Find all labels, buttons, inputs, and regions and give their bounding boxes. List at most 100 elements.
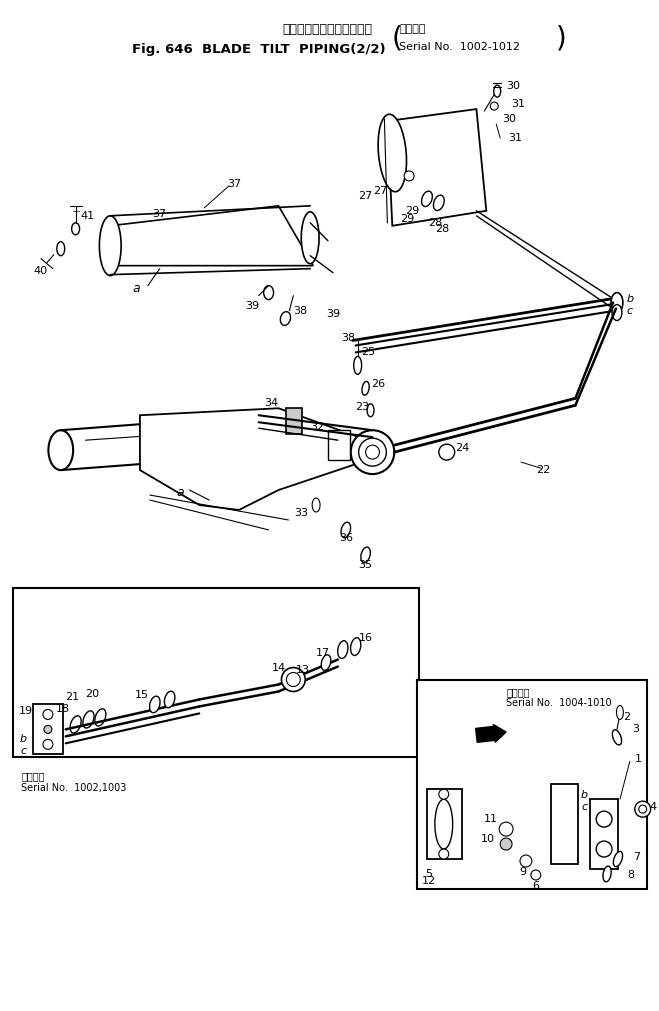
Circle shape	[43, 710, 53, 720]
Text: 13: 13	[297, 664, 310, 674]
Text: Serial No.  1002,1003: Serial No. 1002,1003	[21, 784, 127, 794]
Text: 28: 28	[435, 223, 449, 234]
Circle shape	[596, 811, 612, 827]
Polygon shape	[140, 408, 368, 510]
Circle shape	[43, 739, 53, 749]
Text: 39: 39	[244, 300, 259, 310]
Bar	[13, 587, 419, 757]
Text: 9: 9	[519, 867, 527, 877]
Text: 31: 31	[508, 133, 522, 143]
Text: 6: 6	[532, 881, 539, 891]
Ellipse shape	[280, 311, 291, 326]
Text: 37: 37	[153, 209, 167, 218]
Text: ブレードチルトパイピング: ブレードチルトパイピング	[282, 23, 372, 35]
Text: 27: 27	[373, 186, 387, 196]
Ellipse shape	[264, 285, 273, 299]
Circle shape	[358, 438, 386, 466]
Text: 30: 30	[506, 81, 520, 91]
Ellipse shape	[150, 697, 160, 713]
Text: 8: 8	[627, 870, 634, 880]
Text: 7: 7	[633, 852, 640, 862]
Circle shape	[404, 171, 414, 181]
Polygon shape	[387, 109, 486, 225]
Polygon shape	[110, 206, 313, 266]
Circle shape	[500, 838, 512, 850]
Ellipse shape	[361, 547, 370, 563]
Circle shape	[531, 870, 541, 880]
Text: 15: 15	[135, 691, 149, 701]
Ellipse shape	[312, 498, 320, 512]
Text: 24: 24	[455, 443, 469, 453]
Circle shape	[439, 444, 455, 460]
Text: (: (	[391, 24, 402, 53]
Ellipse shape	[341, 522, 351, 538]
Text: 29: 29	[405, 206, 419, 215]
Ellipse shape	[612, 304, 622, 320]
Ellipse shape	[612, 730, 621, 745]
Ellipse shape	[321, 655, 331, 670]
Text: a: a	[177, 485, 185, 498]
Circle shape	[287, 672, 301, 686]
Ellipse shape	[83, 711, 94, 728]
Circle shape	[281, 667, 305, 692]
Text: a: a	[132, 282, 140, 295]
Ellipse shape	[72, 222, 80, 235]
Ellipse shape	[164, 692, 175, 708]
FancyArrow shape	[476, 725, 506, 742]
Text: c: c	[581, 802, 587, 812]
Text: 29: 29	[400, 213, 415, 223]
Text: 18: 18	[56, 705, 70, 715]
Circle shape	[439, 790, 449, 799]
Ellipse shape	[48, 431, 73, 470]
Ellipse shape	[378, 114, 407, 192]
Text: Fig. 646  BLADE  TILT  PIPING(2/2): Fig. 646 BLADE TILT PIPING(2/2)	[132, 42, 386, 56]
Ellipse shape	[603, 866, 611, 882]
Text: 35: 35	[358, 560, 372, 570]
Text: 12: 12	[422, 876, 436, 886]
Ellipse shape	[70, 716, 81, 733]
Text: 25: 25	[360, 348, 375, 358]
Text: 14: 14	[272, 662, 285, 672]
Text: 40: 40	[34, 266, 48, 276]
Text: 33: 33	[294, 508, 308, 518]
Text: 5: 5	[426, 869, 432, 879]
Text: 11: 11	[484, 814, 498, 824]
Text: 34: 34	[264, 398, 279, 408]
Text: b: b	[20, 734, 27, 744]
Ellipse shape	[611, 292, 623, 312]
Text: 23: 23	[355, 402, 370, 412]
Text: 28: 28	[428, 217, 442, 227]
Circle shape	[596, 841, 612, 857]
Circle shape	[520, 855, 532, 867]
Bar	[287, 408, 302, 434]
Text: 38: 38	[293, 305, 308, 315]
Text: 38: 38	[341, 334, 355, 344]
Ellipse shape	[354, 357, 362, 374]
Ellipse shape	[616, 706, 623, 720]
Text: Serial No.  1002-1012: Serial No. 1002-1012	[399, 42, 520, 53]
Circle shape	[439, 849, 449, 859]
Circle shape	[500, 822, 513, 836]
Ellipse shape	[435, 799, 453, 849]
Text: 適用号機: 適用号機	[506, 687, 530, 698]
Text: b: b	[580, 791, 587, 800]
Ellipse shape	[57, 242, 65, 256]
Text: 10: 10	[481, 834, 496, 844]
Text: 31: 31	[511, 99, 525, 109]
Circle shape	[635, 801, 650, 817]
Circle shape	[366, 445, 380, 459]
Ellipse shape	[434, 195, 444, 210]
Ellipse shape	[100, 215, 121, 276]
Text: 26: 26	[372, 379, 386, 389]
Ellipse shape	[95, 709, 106, 726]
Text: 4: 4	[650, 802, 657, 812]
Text: 17: 17	[316, 648, 330, 657]
Ellipse shape	[494, 85, 501, 97]
Ellipse shape	[337, 641, 348, 658]
Text: 1: 1	[635, 754, 642, 764]
Bar	[417, 679, 646, 889]
Circle shape	[44, 726, 52, 733]
Circle shape	[490, 102, 498, 110]
Text: c: c	[20, 746, 26, 756]
Text: 3: 3	[632, 725, 639, 734]
